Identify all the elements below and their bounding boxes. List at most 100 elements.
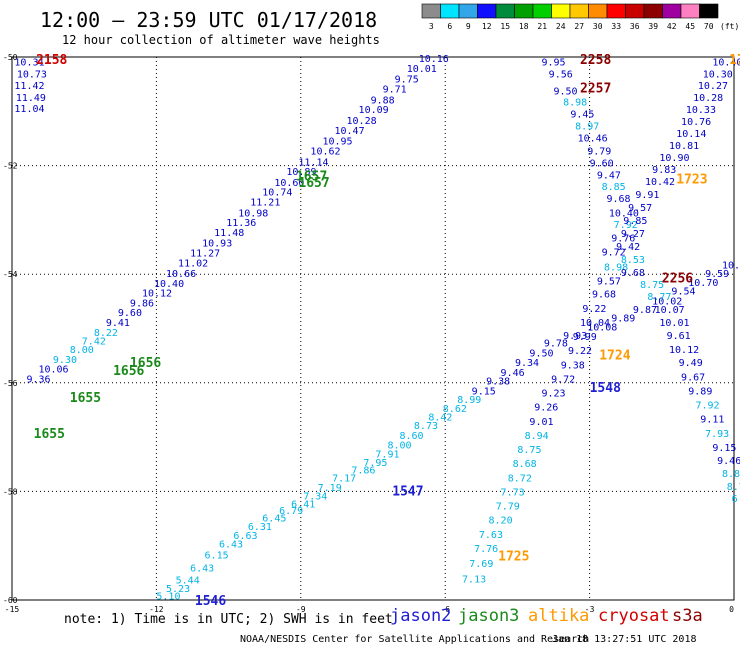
swh-point: 7.34 <box>303 492 327 503</box>
swh-point: 9.34 <box>515 358 539 369</box>
swh-point: 7.17 <box>332 473 356 484</box>
time-label: 2258 <box>580 53 611 68</box>
colorbar-label: 36 <box>630 22 640 31</box>
swh-point: 9.68 <box>606 194 630 205</box>
swh-point: 7.92 <box>614 220 638 231</box>
time-label: 1656 <box>130 356 161 371</box>
swh-point: 8.53 <box>621 255 645 266</box>
swh-point: 9.83 <box>652 165 676 176</box>
time-label: 1655 <box>70 391 101 406</box>
swh-point: 10.47 <box>334 126 364 137</box>
time-label: 1655 <box>34 427 65 442</box>
time-label: 2256 <box>662 271 693 286</box>
colorbar-label: 21 <box>537 22 547 31</box>
swh-point: 7.95 <box>363 458 387 469</box>
swh-point: 7.93 <box>705 429 729 440</box>
y-tick-label: -52 <box>3 162 18 171</box>
x-tick-label: -15 <box>5 605 20 614</box>
swh-point: 9.57 <box>597 277 621 288</box>
colorbar-label: 39 <box>648 22 658 31</box>
swh-point: 9.91 <box>635 190 659 201</box>
swh-point: 9.67 <box>681 372 705 383</box>
colorbar-bin <box>588 3 608 19</box>
legend-satellite-cryosat: cryosat <box>598 606 670 626</box>
colorbar-bin <box>495 3 515 19</box>
swh-point: 6.43 <box>190 563 214 574</box>
swh-point: 9.79 <box>587 146 611 157</box>
swh-point: 9.49 <box>679 358 703 369</box>
swh-point: 10.13 <box>722 260 740 271</box>
colorbar-bin <box>699 3 719 19</box>
swh-point: 6.45 <box>262 513 286 524</box>
colorbar-label: 9 <box>466 22 471 31</box>
swh-point: 7.91 <box>375 449 399 460</box>
swh-point: 10.40 <box>154 279 184 290</box>
swh-point: 10.12 <box>142 289 172 300</box>
swh-point: 9.87 <box>633 305 657 316</box>
time-label: 1656 <box>113 364 144 379</box>
swh-point: 7.76 <box>474 544 498 555</box>
y-tick-label: -54 <box>3 270 18 279</box>
swh-point: 9.11 <box>700 415 724 426</box>
colorbar-bin <box>662 3 682 19</box>
swh-point: 7.63 <box>479 530 503 541</box>
swh-point: 9.60 <box>590 158 614 169</box>
swh-point: 9.56 <box>549 69 573 80</box>
colorbar-bin <box>458 3 478 19</box>
swh-point: 8.77 <box>647 292 671 303</box>
swh-point: 11.21 <box>250 197 280 208</box>
swh-point: 9.61 <box>667 331 691 342</box>
swh-point: 11.42 <box>14 81 44 92</box>
swh-point: 11.02 <box>178 258 208 269</box>
swh-point: 10.98 <box>238 208 268 219</box>
footer-timestamp: Jan 18 13:27:51 UTC 2018 <box>552 634 697 645</box>
swh-point: 10.62 <box>310 146 340 157</box>
swh-point: 10.70 <box>688 278 718 289</box>
swh-point: 10.28 <box>347 116 377 127</box>
swh-point: 10.12 <box>669 345 699 356</box>
swh-point: 6.79 <box>279 506 303 517</box>
swh-point: 10.16 <box>419 54 449 65</box>
swh-point: 11.48 <box>214 228 244 239</box>
time-label: 1548 <box>590 381 621 396</box>
swh-point: 10.30 <box>703 69 733 80</box>
swh-point: 7.86 <box>351 466 375 477</box>
swh-point: 9.59 <box>705 269 729 280</box>
swh-point: 9.75 <box>395 75 419 86</box>
colorbar-label: 30 <box>593 22 603 31</box>
time-label: 17 <box>729 53 740 68</box>
time-label: 1723 <box>676 173 707 188</box>
swh-point: 8.72 <box>508 473 532 484</box>
swh-point: 10.33 <box>686 105 716 116</box>
colorbar-bin <box>421 3 441 19</box>
colorbar-bin <box>569 3 589 19</box>
swh-point: 11.27 <box>190 248 220 259</box>
swh-point: 9.71 <box>383 84 407 95</box>
swh-point: 9.22 <box>582 304 606 315</box>
y-tick-label: -56 <box>3 379 18 388</box>
swh-point: 8.22 <box>94 328 118 339</box>
swh-point: 10.76 <box>681 117 711 128</box>
colorbar-label: 15 <box>500 22 510 31</box>
swh-point: 9.68 <box>592 290 616 301</box>
legend-note: note: 1) Time is in UTC; 2) SWH is in fe… <box>64 612 393 627</box>
colorbar-bin <box>625 3 645 19</box>
swh-point: 10.40 <box>712 57 740 68</box>
time-label: 1725 <box>498 549 529 564</box>
swh-point: 11.04 <box>14 104 44 115</box>
swh-point: 10.14 <box>676 129 706 140</box>
swh-point: 8.98 <box>563 98 587 109</box>
colorbar-bin <box>551 3 571 19</box>
colorbar-bin <box>477 3 497 19</box>
swh-point: 10.93 <box>202 239 232 250</box>
swh-point: 9.93 <box>563 331 587 342</box>
legend-satellite-jason2: jason2 <box>390 606 452 626</box>
time-label: 1657 <box>298 176 329 191</box>
page-subtitle: 12 hour collection of altimeter wave hei… <box>62 33 380 47</box>
swh-point: 10.08 <box>587 322 617 333</box>
swh-point: 9.50 <box>529 348 553 359</box>
colorbar-bin <box>643 3 663 19</box>
colorbar-label: 33 <box>611 22 621 31</box>
colorbar-bin <box>532 3 552 19</box>
swh-point: 7.13 <box>462 574 486 585</box>
